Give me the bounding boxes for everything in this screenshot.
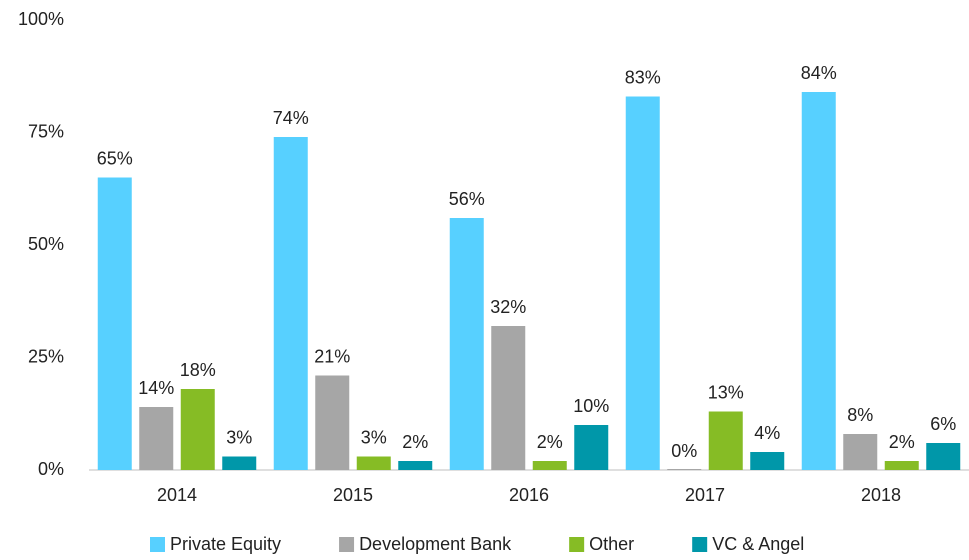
x-tick-label: 2017 <box>685 485 725 505</box>
bar <box>356 456 391 470</box>
bar <box>625 96 660 470</box>
y-tick-label: 75% <box>28 121 64 141</box>
value-label: 18% <box>180 360 216 380</box>
value-label: 21% <box>314 346 350 366</box>
value-label: 56% <box>449 189 485 209</box>
bar <box>139 407 174 470</box>
bar <box>532 461 567 470</box>
value-label: 2% <box>402 432 428 452</box>
y-tick-label: 25% <box>28 346 64 366</box>
value-label: 4% <box>754 423 780 443</box>
value-label: 8% <box>847 405 873 425</box>
bar <box>273 137 308 470</box>
bar <box>315 375 350 470</box>
value-label: 2% <box>889 432 915 452</box>
y-tick-label: 100% <box>18 9 64 29</box>
value-label: 84% <box>801 63 837 83</box>
value-label: 10% <box>573 396 609 416</box>
value-label: 3% <box>226 427 252 447</box>
bar <box>449 218 484 470</box>
bar <box>801 92 836 470</box>
x-tick-label: 2015 <box>333 485 373 505</box>
value-label: 2% <box>537 432 563 452</box>
value-label: 0% <box>671 441 697 461</box>
value-label: 74% <box>273 108 309 128</box>
value-label: 32% <box>490 297 526 317</box>
bar <box>398 461 433 470</box>
legend-label: Development Bank <box>359 534 512 554</box>
value-label: 83% <box>625 67 661 87</box>
bar <box>884 461 919 470</box>
value-label: 6% <box>930 414 956 434</box>
bar <box>667 469 702 470</box>
legend-swatch <box>569 537 585 552</box>
bar <box>491 326 526 470</box>
bar <box>574 425 609 470</box>
legend-swatch <box>692 537 708 552</box>
bar <box>97 177 132 470</box>
legend-swatch <box>150 537 165 552</box>
x-tick-label: 2014 <box>157 485 197 505</box>
legend-label: Private Equity <box>170 534 281 554</box>
y-tick-label: 50% <box>28 234 64 254</box>
bar <box>708 411 743 470</box>
bar <box>843 434 878 470</box>
bar <box>750 452 785 470</box>
value-label: 3% <box>361 427 387 447</box>
legend-swatch <box>339 537 355 552</box>
bar <box>926 443 961 470</box>
x-tick-label: 2016 <box>509 485 549 505</box>
value-label: 13% <box>708 382 744 402</box>
legend-label: VC & Angel <box>712 534 804 554</box>
bar <box>180 389 215 470</box>
bar <box>222 456 257 470</box>
legend-label: Other <box>589 534 634 554</box>
y-tick-label: 0% <box>38 459 64 479</box>
value-label: 14% <box>138 378 174 398</box>
value-label: 65% <box>97 148 133 168</box>
x-tick-label: 2018 <box>861 485 901 505</box>
